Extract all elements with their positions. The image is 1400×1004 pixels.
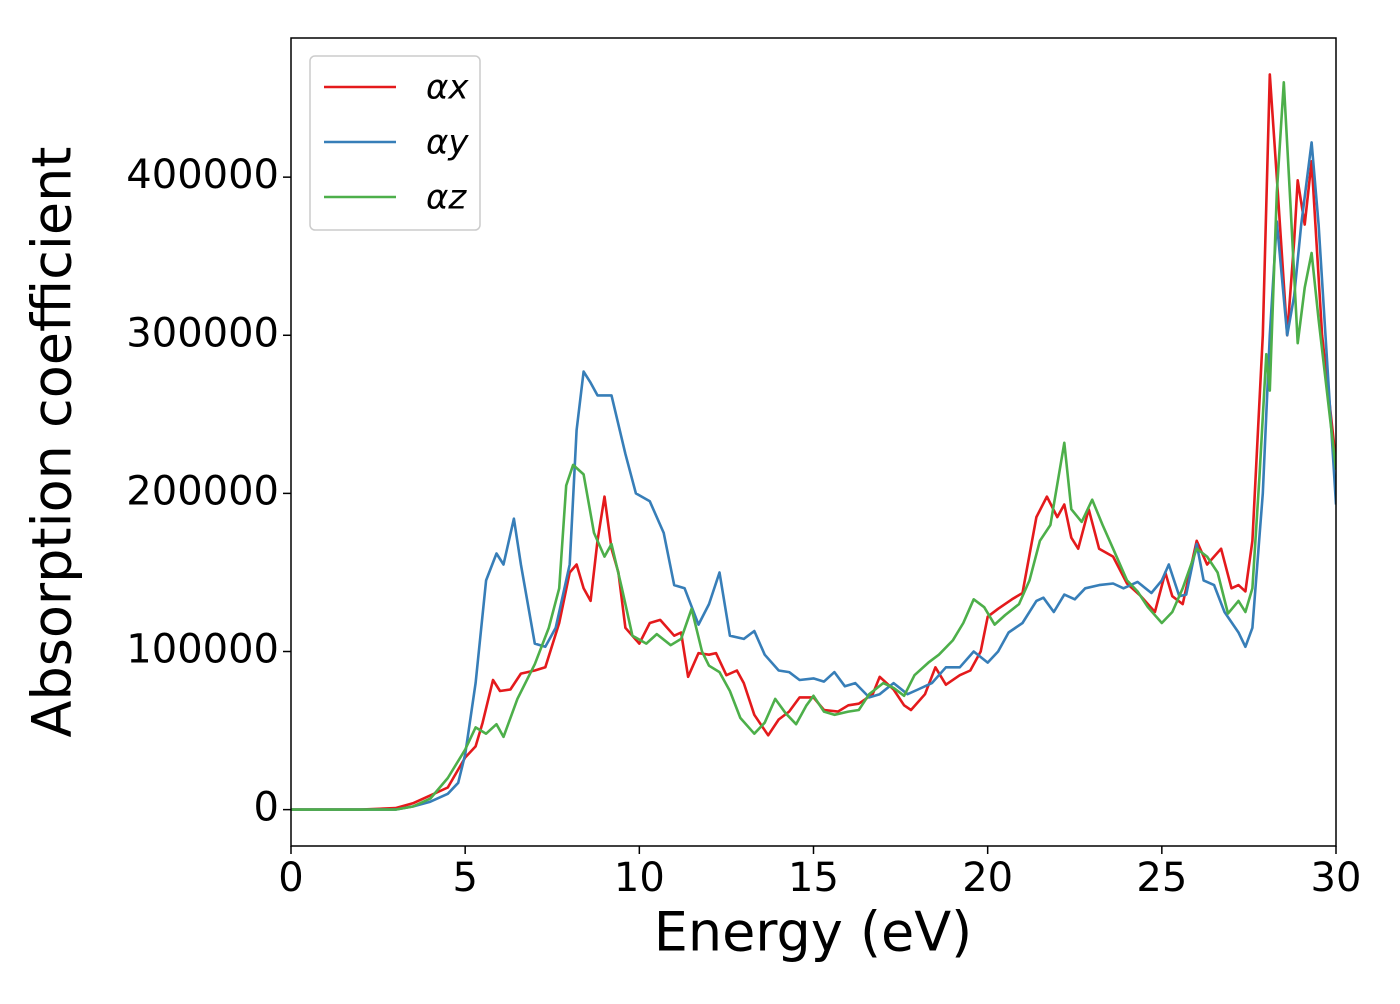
legend-label: αx <box>426 68 469 108</box>
x-axis-label: Energy (eV) <box>654 901 973 964</box>
x-tick-label: 30 <box>1311 855 1362 901</box>
plot-frame <box>290 37 1337 847</box>
series-line <box>291 73 1336 811</box>
legend-label: αz <box>426 178 467 218</box>
x-tick-label: 10 <box>614 855 665 901</box>
x-tick-label: 20 <box>962 855 1013 901</box>
x-tick-label: 0 <box>278 855 303 901</box>
y-tick-label: 0 <box>254 785 279 831</box>
y-tick-label: 200000 <box>126 468 279 514</box>
x-tick-label: 25 <box>1136 855 1187 901</box>
y-tick-label: 100000 <box>126 627 279 673</box>
y-tick-label: 300000 <box>126 310 279 356</box>
y-tick-label: 400000 <box>126 152 279 198</box>
x-tick-label: 15 <box>788 855 839 901</box>
y-axis-label: Absorption coefficient <box>21 147 84 738</box>
legend-label: αy <box>426 123 469 163</box>
x-tick-label: 5 <box>452 855 477 901</box>
series-line <box>291 81 1336 811</box>
series-line <box>291 141 1336 811</box>
